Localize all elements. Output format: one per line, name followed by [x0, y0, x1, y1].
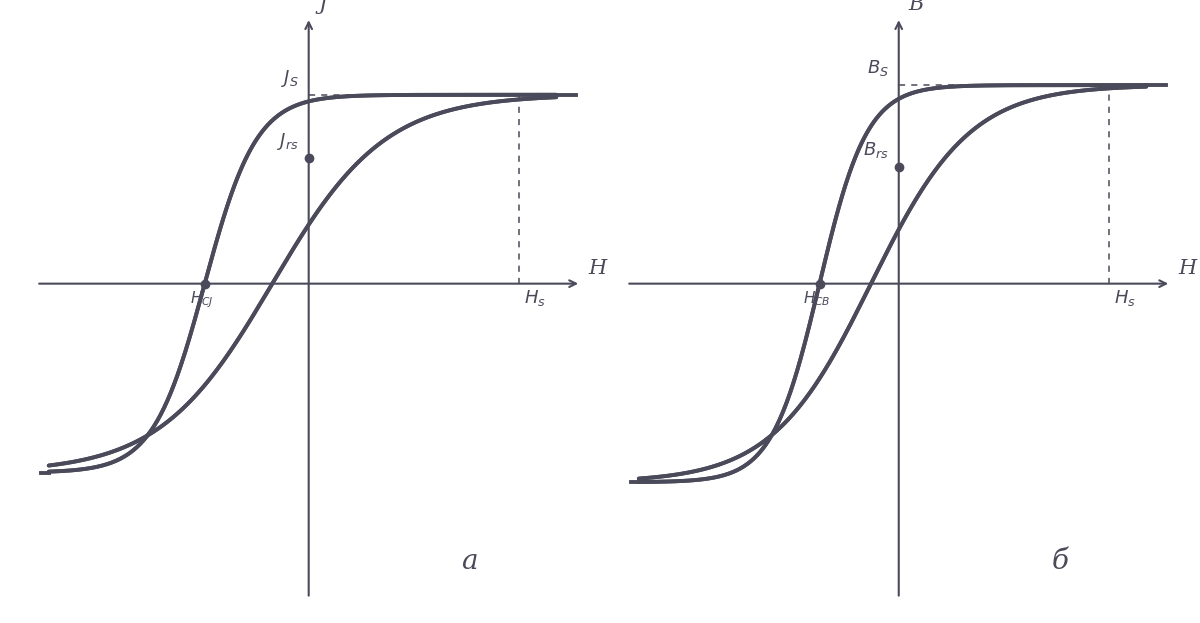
Text: $J_{rs}$: $J_{rs}$ [277, 131, 299, 151]
Text: H: H [588, 259, 607, 278]
Text: H: H [1178, 259, 1196, 278]
Text: B: B [908, 0, 924, 14]
Text: $H_{CJ}$: $H_{CJ}$ [191, 289, 214, 310]
Text: $B_S$: $B_S$ [866, 58, 889, 78]
Text: $H_s$: $H_s$ [1114, 288, 1136, 308]
Text: а: а [461, 548, 478, 576]
Text: $B_{rs}$: $B_{rs}$ [863, 140, 889, 160]
Text: $H_{CB}$: $H_{CB}$ [803, 289, 830, 308]
Text: J: J [318, 0, 326, 14]
Text: б: б [1051, 548, 1068, 576]
Text: $H_s$: $H_s$ [524, 288, 546, 308]
Text: $J_S$: $J_S$ [281, 68, 299, 88]
